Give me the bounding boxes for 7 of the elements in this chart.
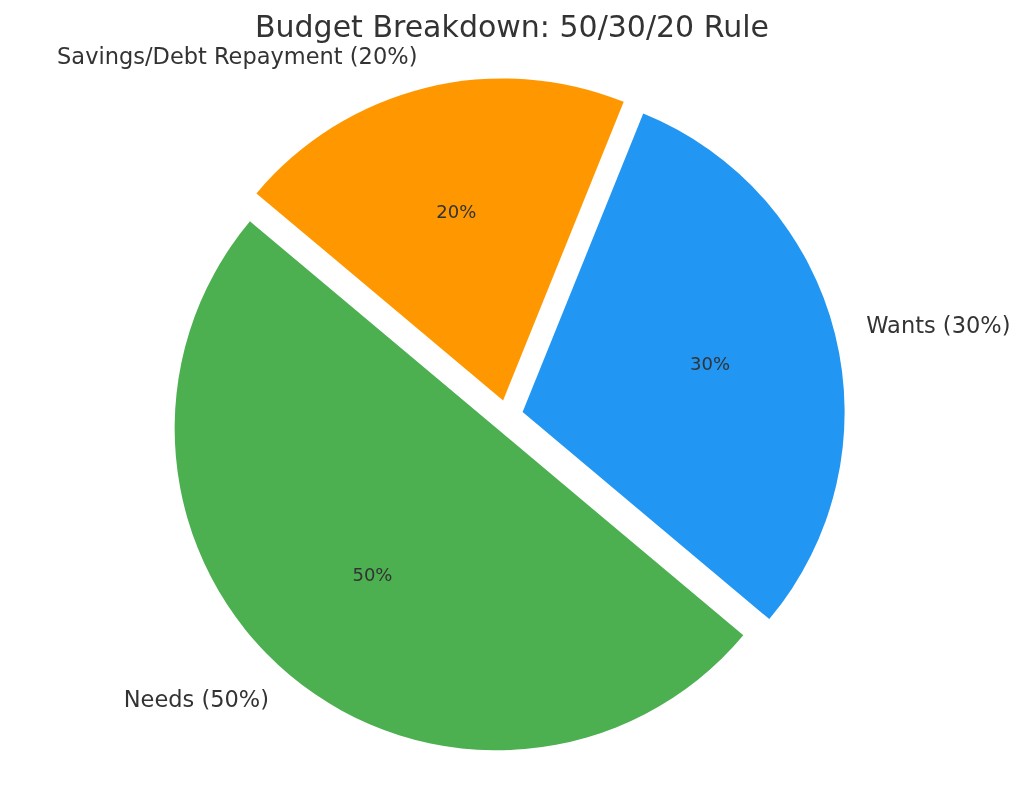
chart-title: Budget Breakdown: 50/30/20 Rule	[254, 8, 770, 44]
slice-label: Savings/Debt Repayment (20%)	[57, 42, 418, 69]
data-label: 30%	[690, 353, 731, 375]
slice-label: Needs (50%)	[123, 685, 269, 712]
slice-label: Wants (30%)	[866, 312, 1011, 339]
data-label: 20%	[436, 200, 477, 222]
data-label: 50%	[352, 564, 393, 586]
